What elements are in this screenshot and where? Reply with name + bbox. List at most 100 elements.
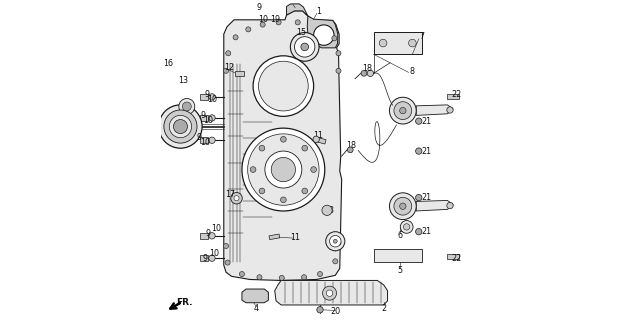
Circle shape <box>317 271 323 276</box>
Polygon shape <box>287 4 308 16</box>
Circle shape <box>367 70 374 76</box>
Circle shape <box>246 27 251 32</box>
Text: 16: 16 <box>163 59 173 68</box>
Circle shape <box>348 147 353 153</box>
Circle shape <box>259 145 265 151</box>
Text: 3: 3 <box>329 206 333 215</box>
Text: 1: 1 <box>316 7 321 16</box>
Circle shape <box>170 116 191 138</box>
Text: 21: 21 <box>422 227 432 236</box>
Circle shape <box>408 39 416 47</box>
Circle shape <box>399 203 406 209</box>
Circle shape <box>209 233 215 239</box>
Text: 21: 21 <box>422 147 432 156</box>
Circle shape <box>323 286 337 300</box>
Circle shape <box>415 195 422 201</box>
Circle shape <box>280 197 286 203</box>
Circle shape <box>239 271 244 276</box>
Circle shape <box>209 137 215 143</box>
Text: 10: 10 <box>200 138 210 147</box>
Circle shape <box>271 157 296 182</box>
Circle shape <box>257 275 262 280</box>
Circle shape <box>234 196 239 201</box>
Text: 12: 12 <box>224 63 234 72</box>
Circle shape <box>209 255 215 261</box>
Circle shape <box>233 35 238 40</box>
Circle shape <box>259 61 308 111</box>
Circle shape <box>179 99 195 115</box>
Circle shape <box>336 240 341 245</box>
Circle shape <box>361 70 367 76</box>
Bar <box>200 233 207 239</box>
Circle shape <box>295 20 300 25</box>
Polygon shape <box>307 16 338 48</box>
Text: 7: 7 <box>419 32 424 41</box>
Circle shape <box>173 120 188 133</box>
Text: 20: 20 <box>330 307 340 316</box>
Circle shape <box>322 205 332 215</box>
Bar <box>447 94 459 100</box>
Text: 9: 9 <box>204 90 209 99</box>
Circle shape <box>415 228 422 235</box>
Bar <box>315 137 326 144</box>
Bar <box>200 137 207 143</box>
Circle shape <box>302 145 308 151</box>
Text: 9: 9 <box>203 254 208 263</box>
Circle shape <box>390 97 416 124</box>
Circle shape <box>265 151 302 188</box>
Text: 11: 11 <box>290 233 300 242</box>
Circle shape <box>332 36 337 41</box>
Text: 6: 6 <box>398 231 403 240</box>
Circle shape <box>394 102 412 120</box>
Text: 21: 21 <box>422 116 432 126</box>
Circle shape <box>182 102 191 111</box>
Circle shape <box>209 115 215 121</box>
Circle shape <box>242 128 324 211</box>
Circle shape <box>294 37 315 57</box>
Bar <box>200 115 207 121</box>
Circle shape <box>276 20 281 25</box>
Text: 4: 4 <box>253 304 258 313</box>
Text: 10: 10 <box>204 116 214 125</box>
Text: 9: 9 <box>196 133 202 142</box>
Polygon shape <box>416 105 453 116</box>
Text: 11: 11 <box>314 131 323 140</box>
Circle shape <box>326 232 345 251</box>
Text: 22: 22 <box>451 254 461 263</box>
Text: 13: 13 <box>178 76 188 85</box>
Circle shape <box>231 193 243 204</box>
Text: 5: 5 <box>397 266 403 276</box>
Circle shape <box>447 107 453 113</box>
Circle shape <box>280 136 286 142</box>
Circle shape <box>260 22 265 27</box>
Circle shape <box>333 239 337 243</box>
Circle shape <box>225 260 230 265</box>
Bar <box>200 255 207 261</box>
Circle shape <box>317 307 323 313</box>
Circle shape <box>259 188 265 194</box>
Circle shape <box>291 33 319 61</box>
Circle shape <box>253 56 314 116</box>
Circle shape <box>399 108 406 114</box>
Circle shape <box>313 136 319 142</box>
Circle shape <box>314 25 334 45</box>
Circle shape <box>390 193 416 220</box>
Text: 19: 19 <box>269 15 280 24</box>
Circle shape <box>248 134 319 205</box>
Circle shape <box>400 220 413 233</box>
Circle shape <box>326 290 333 296</box>
Bar <box>235 71 244 76</box>
Text: 21: 21 <box>422 193 432 202</box>
Text: 9: 9 <box>256 3 261 12</box>
Circle shape <box>447 202 453 209</box>
Circle shape <box>336 51 341 56</box>
Bar <box>269 234 280 240</box>
Circle shape <box>394 197 412 215</box>
Polygon shape <box>374 32 422 54</box>
Polygon shape <box>416 200 453 211</box>
Polygon shape <box>374 249 422 262</box>
Circle shape <box>301 43 308 51</box>
Polygon shape <box>224 11 342 280</box>
Circle shape <box>209 94 215 100</box>
Circle shape <box>380 39 387 47</box>
